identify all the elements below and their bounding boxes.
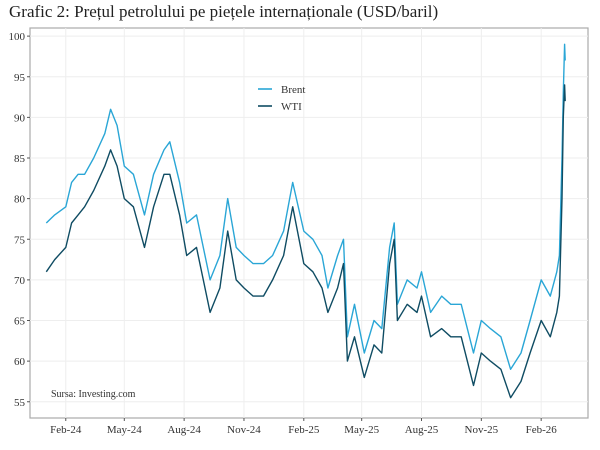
chart-title: Grafic 2: Prețul petrolului pe piețele i… xyxy=(9,2,439,21)
axis-ticks: 55 60 65 70 75 80 85 90 95 100 Feb-24 May-24 Aug-24 N… xyxy=(9,31,558,436)
legend: Brent WTI xyxy=(258,84,305,113)
x-tick-label: Aug-24 xyxy=(167,424,201,436)
y-tick-label: 70 xyxy=(14,275,26,287)
grid xyxy=(30,28,588,418)
x-tick-label: May-25 xyxy=(344,424,379,436)
series-lines xyxy=(45,43,566,399)
x-tick-label: Feb-26 xyxy=(526,424,558,436)
y-tick-label: 75 xyxy=(14,234,26,246)
x-tick-label: Nov-24 xyxy=(227,424,261,436)
series-line-wti xyxy=(45,84,566,399)
y-tick-label: 100 xyxy=(9,31,26,43)
y-tick-label: 90 xyxy=(14,112,26,124)
plot-area xyxy=(29,27,589,419)
y-tick-label: 85 xyxy=(14,153,26,165)
y-tick-label: 55 xyxy=(14,397,26,409)
y-tick-label: 60 xyxy=(14,356,26,368)
y-tick-label: 65 xyxy=(14,316,26,328)
legend-label-brent: Brent xyxy=(281,84,305,96)
series-line-brent xyxy=(45,43,566,370)
legend-label-wti: WTI xyxy=(281,101,302,113)
y-tick-label: 80 xyxy=(14,194,26,206)
y-tick-label: 95 xyxy=(14,72,26,84)
source-annotation: Sursa: Investing.com xyxy=(51,389,136,400)
x-tick-label: Feb-24 xyxy=(50,424,82,436)
x-tick-label: Aug-25 xyxy=(405,424,439,436)
x-tick-label: Nov-25 xyxy=(465,424,499,436)
x-tick-label: Feb-25 xyxy=(288,424,320,436)
x-tick-label: May-24 xyxy=(107,424,142,436)
